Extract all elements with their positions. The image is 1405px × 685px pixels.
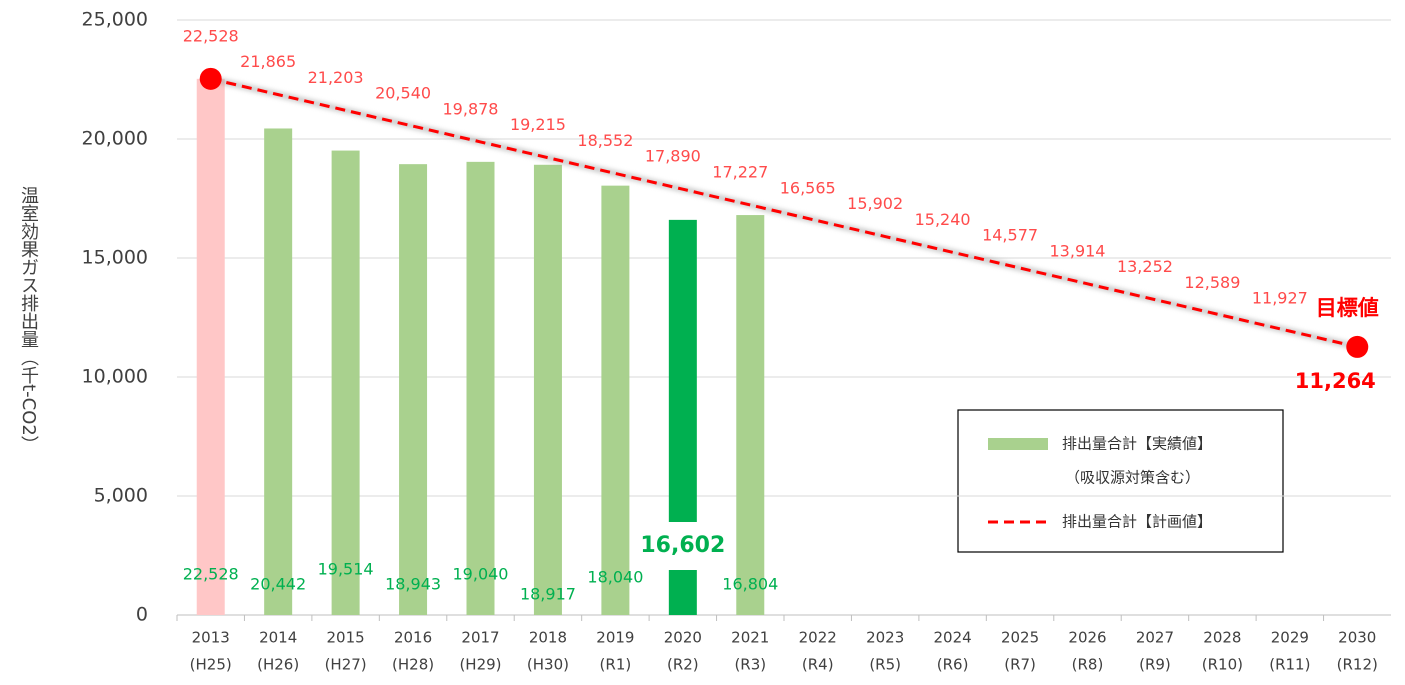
- x-tick-label: 2021: [731, 629, 769, 647]
- bar: [196, 78, 225, 615]
- y-tick-label: 10,000: [82, 366, 148, 388]
- legend-swatch-bar: [988, 438, 1048, 450]
- x-tick-label: 2026: [1068, 629, 1106, 647]
- bar: [399, 164, 428, 615]
- bar: [264, 128, 293, 615]
- x-tick-label: 2025: [1001, 629, 1039, 647]
- x-tick-label: 2014: [259, 629, 297, 647]
- y-tick-label: 15,000: [82, 247, 148, 269]
- data-label: 19,215: [510, 115, 566, 134]
- data-label: 12,589: [1184, 273, 1240, 292]
- data-label: 21,203: [308, 68, 364, 87]
- bar: [533, 164, 562, 616]
- data-label: 13,914: [1050, 241, 1106, 260]
- x-tick-sublabel: (H25): [190, 656, 232, 674]
- data-label: 16,804: [722, 575, 778, 594]
- line: [210, 77, 1358, 349]
- x-tick-sublabel: (H26): [257, 656, 299, 674]
- data-label: 18,917: [520, 585, 576, 604]
- data-label: 15,902: [847, 194, 903, 213]
- bar: [736, 215, 765, 615]
- y-axis-label: 温室効果ガス排出量（千t-CO2）: [18, 186, 39, 454]
- data-label: 17,227: [712, 162, 768, 181]
- x-tick-label: 2030: [1338, 629, 1376, 647]
- x-tick-sublabel: (R5): [869, 656, 901, 674]
- data-label: 19,040: [453, 565, 509, 584]
- y-tick-label: 0: [136, 604, 148, 626]
- data-label: 22,528: [183, 565, 239, 584]
- y-tick-label: 25,000: [82, 9, 148, 31]
- x-tick-label: 2016: [394, 629, 432, 647]
- data-label: 20,442: [250, 575, 306, 594]
- label-gap: [666, 522, 699, 570]
- x-tick-sublabel: (R8): [1072, 656, 1104, 674]
- data-label: 15,240: [915, 210, 971, 229]
- x-tick-label: 2015: [327, 629, 365, 647]
- x-tick-sublabel: (R2): [667, 656, 699, 674]
- data-label: 16,565: [780, 178, 836, 197]
- x-tick-sublabel: (H29): [459, 656, 501, 674]
- data-label: 19,878: [443, 99, 499, 118]
- data-label: 18,943: [385, 575, 441, 594]
- x-tick-sublabel: (R12): [1337, 656, 1378, 674]
- x-tick-sublabel: (R11): [1269, 656, 1310, 674]
- legend-label: 排出量合計【実績値】: [1062, 435, 1212, 453]
- bar: [466, 161, 495, 615]
- data-label: 20,540: [375, 84, 431, 103]
- annotation: 目標値: [1316, 296, 1379, 320]
- legend-box: [957, 409, 1284, 553]
- x-tick-label: 2028: [1203, 629, 1241, 647]
- data-label: 18,040: [587, 568, 643, 587]
- data-label: 16,602: [640, 533, 725, 558]
- bar: [601, 185, 630, 615]
- x-tick-label: 2013: [192, 629, 230, 647]
- x-tick-sublabel: (R3): [734, 656, 766, 674]
- x-tick-sublabel: (H28): [392, 656, 434, 674]
- x-tick-label: 2022: [799, 629, 837, 647]
- x-tick-sublabel: (H30): [527, 656, 569, 674]
- data-label: 11,264: [1295, 369, 1376, 393]
- data-label: 21,865: [240, 52, 296, 71]
- y-tick-label: 5,000: [94, 485, 148, 507]
- data-label: 18,552: [577, 131, 633, 150]
- data-label: 17,890: [645, 147, 701, 166]
- x-tick-sublabel: (R1): [600, 656, 632, 674]
- data-label: 19,514: [318, 560, 374, 579]
- x-tick-label: 2019: [596, 629, 634, 647]
- marker: [1346, 335, 1369, 358]
- legend-label: 排出量合計【計画値】: [1062, 513, 1212, 531]
- x-tick-label: 2027: [1136, 629, 1174, 647]
- x-tick-sublabel: (R7): [1004, 656, 1036, 674]
- data-label: 11,927: [1252, 289, 1308, 308]
- x-tick-sublabel: (R6): [937, 656, 969, 674]
- x-tick-label: 2020: [664, 629, 702, 647]
- x-tick-sublabel: (R4): [802, 656, 834, 674]
- x-tick-label: 2017: [461, 629, 499, 647]
- marker: [199, 67, 222, 90]
- x-tick-sublabel: (R9): [1139, 656, 1171, 674]
- x-tick-label: 2024: [934, 629, 972, 647]
- x-tick-sublabel: (H27): [325, 656, 367, 674]
- x-tick-label: 2023: [866, 629, 904, 647]
- x-tick-sublabel: (R10): [1202, 656, 1243, 674]
- y-tick-label: 20,000: [82, 128, 148, 150]
- legend-note: （吸収源対策含む）: [1065, 469, 1200, 487]
- x-tick-label: 2018: [529, 629, 567, 647]
- data-label: 13,252: [1117, 257, 1173, 276]
- data-label: 14,577: [982, 226, 1038, 245]
- data-label: 22,528: [183, 26, 239, 45]
- bar: [331, 150, 360, 615]
- x-tick-label: 2029: [1271, 629, 1309, 647]
